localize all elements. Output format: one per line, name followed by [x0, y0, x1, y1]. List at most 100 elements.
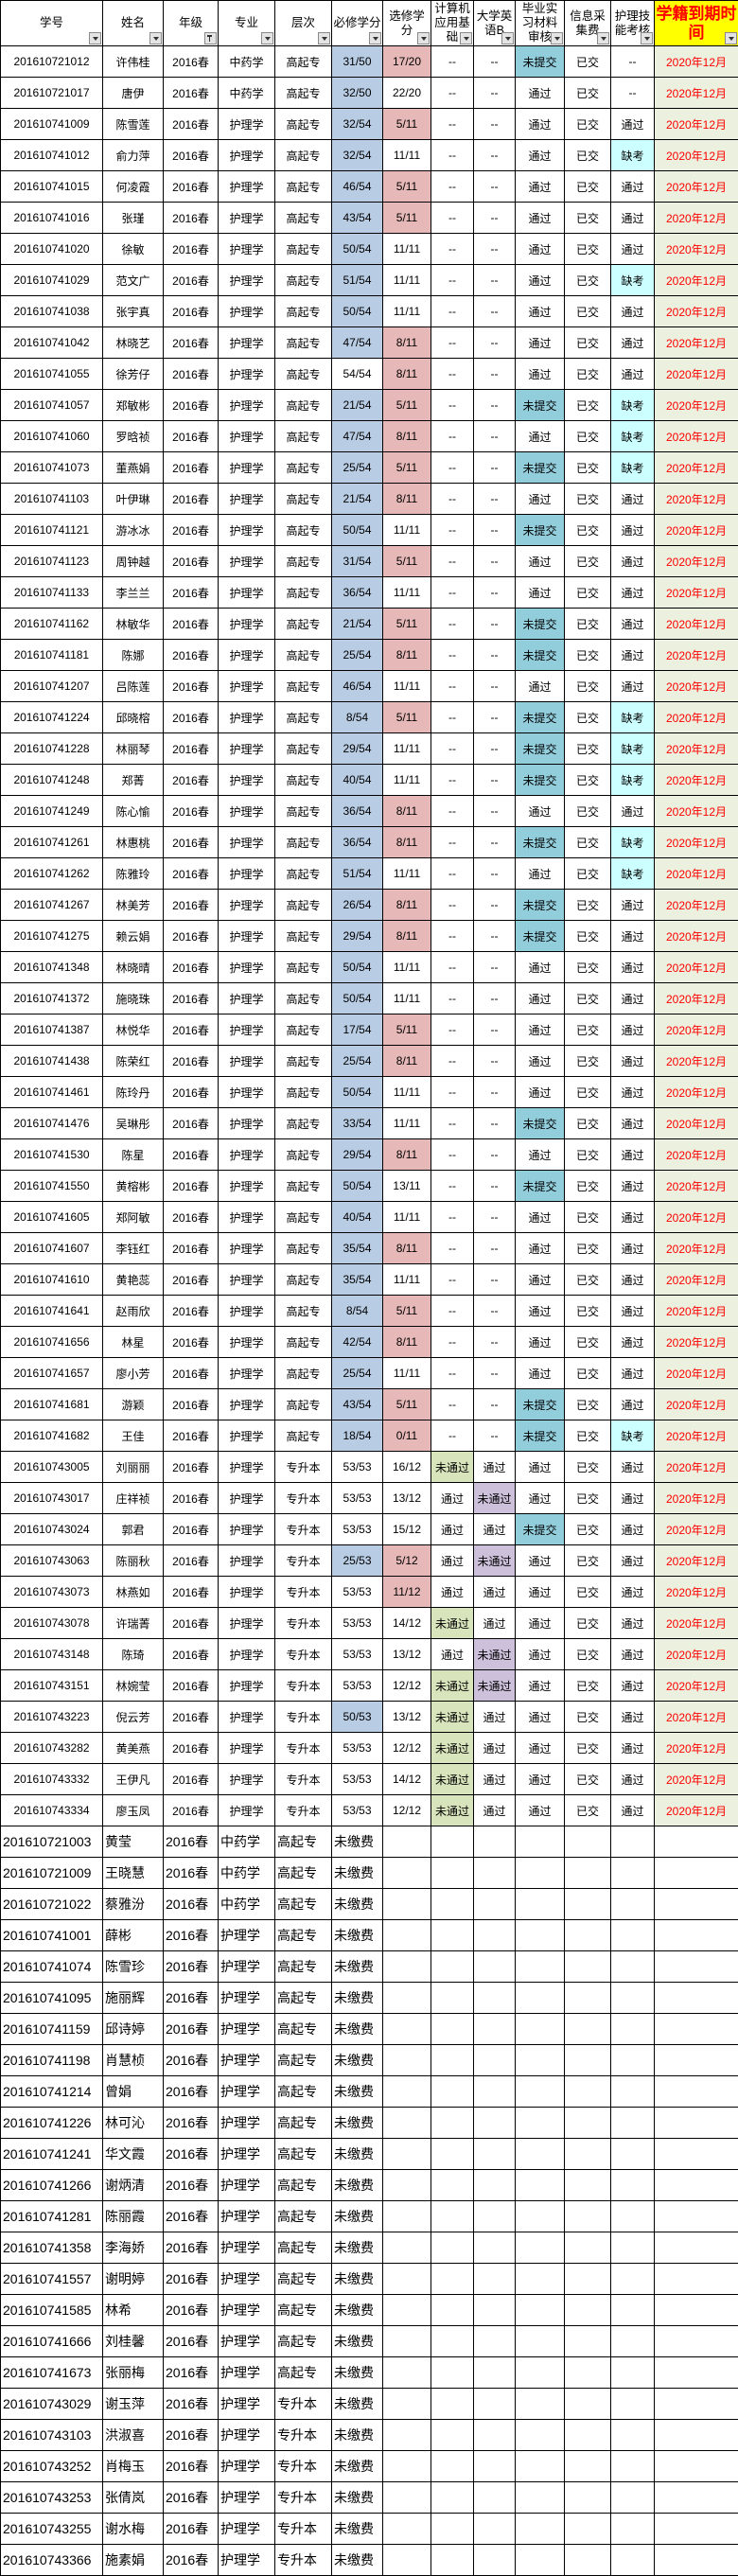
- cell-major[interactable]: 护理学: [218, 857, 275, 890]
- cell-college-english-b[interactable]: --: [473, 233, 516, 265]
- cell-grade[interactable]: 2016春: [163, 420, 219, 452]
- cell-empty[interactable]: [564, 1982, 611, 2014]
- cell-grade[interactable]: 2016春: [163, 2450, 219, 2482]
- cell-computer-basics[interactable]: --: [430, 1076, 474, 1108]
- cell-empty[interactable]: [382, 2075, 431, 2108]
- cell-student-id[interactable]: 201610741198: [0, 2044, 103, 2076]
- cell-empty[interactable]: [564, 2356, 611, 2389]
- cell-major[interactable]: 护理学: [218, 2450, 275, 2482]
- cell-empty[interactable]: [654, 2513, 738, 2545]
- cell-grade[interactable]: 2016春: [163, 1544, 219, 1577]
- cell-required-credits[interactable]: 51/54: [331, 857, 383, 890]
- cell-empty[interactable]: [515, 2450, 565, 2482]
- cell-empty[interactable]: [382, 2513, 431, 2545]
- cell-computer-basics[interactable]: 未通过: [430, 1794, 474, 1826]
- cell-college-english-b[interactable]: --: [473, 170, 516, 203]
- cell-name[interactable]: 董燕娟: [102, 451, 164, 484]
- cell-major[interactable]: 护理学: [218, 1138, 275, 1171]
- cell-major[interactable]: 护理学: [218, 2294, 275, 2326]
- cell-grade[interactable]: 2016春: [163, 295, 219, 327]
- cell-empty[interactable]: [382, 2263, 431, 2295]
- cell-level[interactable]: 高起专: [274, 1076, 332, 1108]
- cell-name[interactable]: 廖小芳: [102, 1357, 164, 1389]
- cell-level[interactable]: 专升本: [274, 1451, 332, 1483]
- cell-empty[interactable]: [610, 2138, 655, 2170]
- cell-name[interactable]: 洪淑喜: [102, 2419, 164, 2451]
- cell-elective-credits[interactable]: 11/11: [382, 982, 431, 1015]
- cell-nursing-skills-exam[interactable]: 通过: [610, 1107, 655, 1139]
- cell-grade[interactable]: 2016春: [163, 1420, 219, 1452]
- cell-grade[interactable]: 2016春: [163, 1513, 219, 1545]
- cell-status-expiry[interactable]: 2020年12月: [654, 1794, 738, 1826]
- cell-internship-review[interactable]: 未提交: [515, 1420, 565, 1452]
- cell-status-expiry[interactable]: 2020年12月: [654, 1138, 738, 1171]
- cell-empty[interactable]: [564, 2513, 611, 2545]
- cell-level[interactable]: 高起专: [274, 2200, 332, 2232]
- cell-status-expiry[interactable]: 2020年12月: [654, 77, 738, 109]
- cell-computer-basics[interactable]: --: [430, 1014, 474, 1046]
- cell-internship-review[interactable]: 通过: [515, 1482, 565, 1514]
- cell-nursing-skills-exam[interactable]: 通过: [610, 545, 655, 577]
- cell-student-id[interactable]: 201610743103: [0, 2419, 103, 2451]
- cell-required-credits[interactable]: 29/54: [331, 732, 383, 765]
- cell-status-expiry[interactable]: 2020年12月: [654, 1544, 738, 1577]
- cell-internship-review[interactable]: 通过: [515, 1201, 565, 1233]
- cell-name[interactable]: 林惠桃: [102, 826, 164, 858]
- cell-college-english-b[interactable]: --: [473, 1201, 516, 1233]
- cell-empty[interactable]: [654, 2481, 738, 2514]
- cell-grade[interactable]: 2016春: [163, 2325, 219, 2357]
- cell-computer-basics[interactable]: --: [430, 826, 474, 858]
- cell-grade[interactable]: 2016春: [163, 2388, 219, 2420]
- cell-major[interactable]: 护理学: [218, 326, 275, 359]
- cell-college-english-b[interactable]: --: [473, 639, 516, 671]
- cell-required-credits[interactable]: 50/54: [331, 1170, 383, 1202]
- cell-grade[interactable]: 2016春: [163, 1701, 219, 1733]
- cell-info-fee[interactable]: 已交: [564, 451, 611, 484]
- cell-elective-credits[interactable]: 13/12: [382, 1638, 431, 1670]
- cell-major[interactable]: 护理学: [218, 1357, 275, 1389]
- cell-status-expiry[interactable]: 2020年12月: [654, 1420, 738, 1452]
- cell-level[interactable]: 高起专: [274, 420, 332, 452]
- cell-student-id[interactable]: 201610741248: [0, 764, 103, 796]
- cell-info-fee[interactable]: 已交: [564, 1295, 611, 1327]
- cell-internship-review[interactable]: 通过: [515, 1576, 565, 1608]
- cell-computer-basics[interactable]: --: [430, 420, 474, 452]
- cell-payment-status[interactable]: 未缴费: [331, 2263, 383, 2295]
- cell-student-id[interactable]: 201610741461: [0, 1076, 103, 1108]
- cell-status-expiry[interactable]: 2020年12月: [654, 576, 738, 609]
- cell-grade[interactable]: 2016春: [163, 2294, 219, 2326]
- cell-status-expiry[interactable]: 2020年12月: [654, 1607, 738, 1639]
- cell-level[interactable]: 专升本: [274, 1482, 332, 1514]
- cell-student-id[interactable]: 201610741387: [0, 1014, 103, 1046]
- cell-info-fee[interactable]: 已交: [564, 389, 611, 421]
- cell-major[interactable]: 护理学: [218, 1919, 275, 1951]
- cell-level[interactable]: 高起专: [274, 139, 332, 171]
- cell-name[interactable]: 许伟桂: [102, 45, 164, 78]
- cell-name[interactable]: 陈玲丹: [102, 1076, 164, 1108]
- cell-status-expiry[interactable]: 2020年12月: [654, 670, 738, 702]
- cell-college-english-b[interactable]: --: [473, 1357, 516, 1389]
- cell-level[interactable]: 高起专: [274, 2325, 332, 2357]
- cell-major[interactable]: 护理学: [218, 2419, 275, 2451]
- cell-elective-credits[interactable]: 11/11: [382, 1107, 431, 1139]
- cell-payment-status[interactable]: 未缴费: [331, 2294, 383, 2326]
- filter-dropdown-icon[interactable]: [318, 32, 330, 44]
- cell-level[interactable]: 高起专: [274, 826, 332, 858]
- cell-info-fee[interactable]: 已交: [564, 1794, 611, 1826]
- cell-status-expiry[interactable]: 2020年12月: [654, 1076, 738, 1108]
- cell-student-id[interactable]: 201610741261: [0, 826, 103, 858]
- cell-empty[interactable]: [473, 2481, 516, 2514]
- cell-info-fee[interactable]: 已交: [564, 77, 611, 109]
- cell-grade[interactable]: 2016春: [163, 1295, 219, 1327]
- cell-required-credits[interactable]: 33/54: [331, 1107, 383, 1139]
- cell-computer-basics[interactable]: --: [430, 857, 474, 890]
- cell-empty[interactable]: [473, 1826, 516, 1858]
- cell-name[interactable]: 王晓慧: [102, 1857, 164, 1889]
- cell-grade[interactable]: 2016春: [163, 2481, 219, 2514]
- cell-grade[interactable]: 2016春: [163, 1045, 219, 1077]
- cell-college-english-b[interactable]: --: [473, 1138, 516, 1171]
- cell-college-english-b[interactable]: --: [473, 77, 516, 109]
- cell-major[interactable]: 中药学: [218, 77, 275, 109]
- cell-empty[interactable]: [610, 2450, 655, 2482]
- cell-info-fee[interactable]: 已交: [564, 514, 611, 546]
